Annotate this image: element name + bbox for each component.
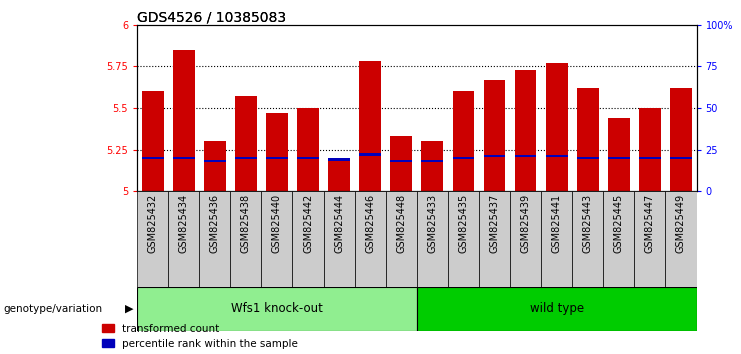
Bar <box>541 191 572 287</box>
Bar <box>204 160 226 162</box>
Text: Wfs1 knock-out: Wfs1 knock-out <box>231 302 323 315</box>
Bar <box>453 91 474 191</box>
Bar <box>230 191 262 287</box>
Bar <box>422 141 443 191</box>
Bar <box>515 155 536 157</box>
Text: GSM825444: GSM825444 <box>334 194 344 253</box>
Text: GSM825446: GSM825446 <box>365 194 375 253</box>
Text: GSM825448: GSM825448 <box>396 194 406 253</box>
Bar <box>235 96 256 191</box>
Bar <box>328 159 350 161</box>
Text: ▶: ▶ <box>125 304 134 314</box>
Bar <box>515 70 536 191</box>
Bar <box>386 191 416 287</box>
Legend: transformed count, percentile rank within the sample: transformed count, percentile rank withi… <box>102 324 298 349</box>
Bar <box>262 191 293 287</box>
Bar <box>142 157 164 159</box>
Bar <box>639 157 661 159</box>
Bar <box>168 191 199 287</box>
Text: GSM825436: GSM825436 <box>210 194 220 253</box>
Bar <box>665 191 697 287</box>
Bar <box>603 191 634 287</box>
Text: GSM825442: GSM825442 <box>303 194 313 253</box>
Bar <box>608 157 630 159</box>
Bar <box>328 160 350 191</box>
Bar <box>297 157 319 159</box>
Bar <box>204 141 226 191</box>
Bar <box>639 108 661 191</box>
Bar <box>137 191 168 287</box>
Text: GSM825441: GSM825441 <box>552 194 562 253</box>
Bar <box>142 91 164 191</box>
Bar <box>416 287 697 331</box>
Text: wild type: wild type <box>530 302 584 315</box>
Bar <box>422 160 443 162</box>
Text: GDS4526 / 10385083: GDS4526 / 10385083 <box>137 11 286 25</box>
Text: GSM825443: GSM825443 <box>582 194 593 253</box>
Bar <box>484 155 505 157</box>
Bar <box>546 155 568 157</box>
Text: GSM825433: GSM825433 <box>428 194 437 253</box>
Bar <box>572 191 603 287</box>
Bar <box>293 191 324 287</box>
Bar <box>235 157 256 159</box>
Bar <box>297 108 319 191</box>
Text: GSM825439: GSM825439 <box>521 194 531 253</box>
Bar <box>546 63 568 191</box>
Text: GSM825435: GSM825435 <box>459 194 468 253</box>
Bar <box>391 136 412 191</box>
Text: GSM825438: GSM825438 <box>241 194 251 253</box>
Bar <box>173 50 195 191</box>
Bar <box>266 157 288 159</box>
Text: GSM825449: GSM825449 <box>676 194 686 253</box>
Text: GSM825434: GSM825434 <box>179 194 189 253</box>
Bar <box>416 191 448 287</box>
Bar <box>510 191 541 287</box>
Bar <box>355 191 386 287</box>
Text: GSM825445: GSM825445 <box>614 194 624 253</box>
Bar <box>324 191 355 287</box>
Bar <box>484 80 505 191</box>
Bar <box>670 88 692 191</box>
Text: GSM825440: GSM825440 <box>272 194 282 253</box>
Bar <box>137 287 416 331</box>
Bar <box>359 154 381 156</box>
Text: GDS4526 / 10385083: GDS4526 / 10385083 <box>137 11 286 25</box>
Text: GSM825432: GSM825432 <box>147 194 158 253</box>
Bar <box>577 88 599 191</box>
Text: GSM825447: GSM825447 <box>645 194 655 253</box>
Bar <box>173 157 195 159</box>
Bar <box>359 61 381 191</box>
Text: genotype/variation: genotype/variation <box>4 304 103 314</box>
Bar <box>670 157 692 159</box>
Bar <box>448 191 479 287</box>
Bar <box>608 118 630 191</box>
Bar <box>479 191 510 287</box>
Bar <box>634 191 665 287</box>
Bar <box>266 113 288 191</box>
Bar <box>391 160 412 162</box>
Bar <box>453 157 474 159</box>
Bar <box>199 191 230 287</box>
Text: GSM825437: GSM825437 <box>490 194 499 253</box>
Bar <box>577 157 599 159</box>
